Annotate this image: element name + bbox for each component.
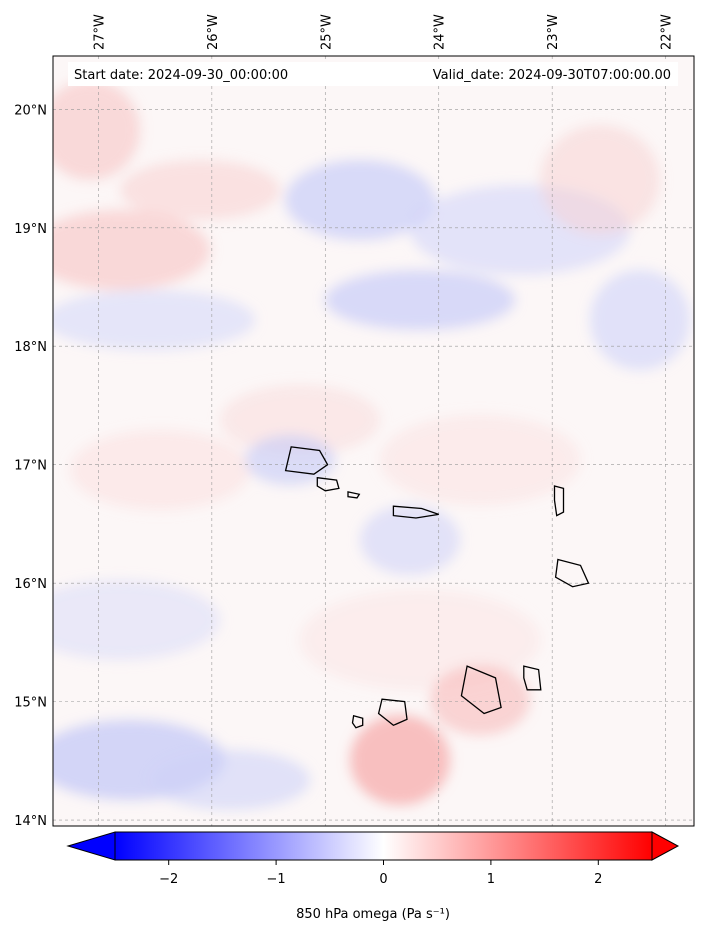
island-outline xyxy=(554,558,590,588)
island-coastlines xyxy=(284,446,590,729)
lon-tick-label: 24°W xyxy=(433,14,448,50)
colorbar-extend-low xyxy=(66,831,116,861)
latitude-tick-labels: 14°N 15°N 16°N 17°N 18°N 19°N 20°N xyxy=(14,103,47,829)
colorbar-ticks: −2 −1 0 1 2 xyxy=(159,860,602,887)
lon-tick-label: 22°W xyxy=(660,14,675,50)
valid-date-label: Valid_date: 2024-09-30T07:00:00.00 xyxy=(433,68,671,83)
map-panel xyxy=(52,55,695,827)
island-outline xyxy=(523,665,542,691)
colorbar-tick-label: 1 xyxy=(487,872,495,887)
longitude-tick-labels: 27°W 26°W 25°W 24°W 23°W 22°W xyxy=(92,14,674,50)
lat-tick-label: 16°N xyxy=(14,577,47,592)
colorbar-extend-high xyxy=(651,831,680,861)
lon-tick-label: 26°W xyxy=(206,14,221,50)
gridlines xyxy=(53,56,694,826)
colorbar-body xyxy=(114,831,653,861)
island-outline xyxy=(316,476,340,492)
lat-tick-label: 17°N xyxy=(14,459,47,474)
island-outline xyxy=(347,491,361,499)
lon-tick-label: 25°W xyxy=(319,14,334,50)
field-patches xyxy=(53,80,690,810)
lat-tick-label: 18°N xyxy=(14,340,47,355)
lon-tick-label: 23°W xyxy=(546,14,561,50)
island-outline xyxy=(553,485,565,517)
omega-field xyxy=(53,80,690,810)
date-header: Start date: 2024-09-30_00:00:00 Valid_da… xyxy=(68,62,678,86)
colorbar-tick-label: 2 xyxy=(594,872,602,887)
lat-tick-label: 15°N xyxy=(14,696,47,711)
island-outline xyxy=(392,505,439,519)
colorbar-tick-label: 0 xyxy=(379,872,387,887)
lat-tick-label: 19°N xyxy=(14,222,47,237)
colorbar: −2 −1 0 1 2 850 hPa omega (Pa s⁻¹) xyxy=(66,831,680,922)
lat-tick-label: 20°N xyxy=(14,103,47,118)
island-outline xyxy=(351,714,364,729)
lat-tick-label: 14°N xyxy=(14,814,47,829)
map-frame xyxy=(52,55,695,827)
colorbar-tick-label: −2 xyxy=(159,872,178,887)
island-outline xyxy=(460,665,502,715)
island-outline xyxy=(377,698,408,727)
island-outline xyxy=(284,446,329,475)
colorbar-label: 850 hPa omega (Pa s⁻¹) xyxy=(296,907,450,922)
lon-tick-label: 27°W xyxy=(92,14,107,50)
colorbar-tick-label: −1 xyxy=(267,872,286,887)
header-box xyxy=(68,62,678,86)
start-date-label: Start date: 2024-09-30_00:00:00 xyxy=(74,68,288,83)
